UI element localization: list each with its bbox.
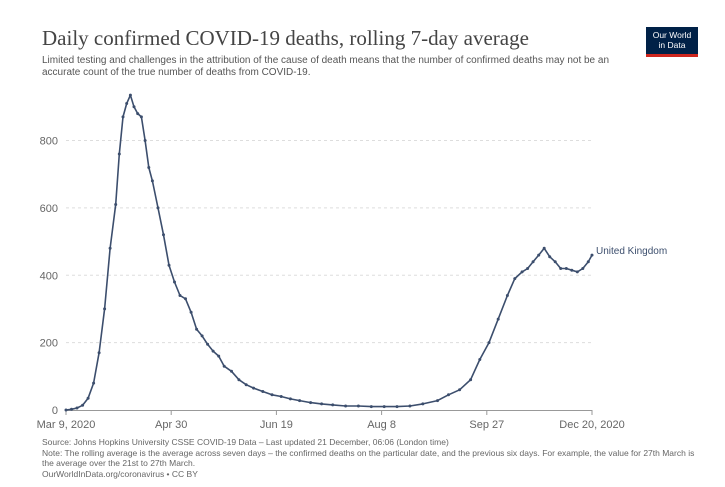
data-point — [217, 354, 221, 358]
data-point — [520, 270, 524, 274]
data-point — [458, 388, 462, 392]
data-point — [331, 403, 335, 407]
data-point — [167, 263, 171, 267]
data-point — [356, 404, 360, 408]
data-point — [150, 179, 154, 183]
note-text: Note: The rolling average is the average… — [42, 447, 695, 469]
data-point — [513, 277, 517, 281]
data-point — [252, 386, 256, 390]
data-point — [64, 408, 68, 412]
data-point — [537, 253, 541, 257]
data-point — [173, 280, 176, 284]
data-point — [139, 115, 143, 119]
x-tick-label: Mar 9, 2020 — [37, 419, 96, 431]
logo-line-2: in Data — [658, 40, 686, 50]
y-tick-label: 0 — [52, 405, 58, 417]
series-label: United Kingdom — [596, 246, 667, 257]
data-point — [237, 378, 241, 382]
data-point — [70, 407, 73, 411]
data-point — [586, 260, 590, 264]
chart-footer: Source: Johns Hopkins University CSSE CO… — [42, 437, 702, 479]
data-point — [206, 342, 210, 346]
data-point — [478, 358, 482, 361]
chart-subtitle: Limited testing and challenges in the at… — [42, 55, 610, 78]
data-point — [156, 206, 160, 210]
data-point — [421, 402, 425, 406]
data-point — [132, 105, 136, 109]
x-tick-label: Aug 8 — [367, 419, 396, 431]
data-point — [575, 270, 579, 274]
data-point — [92, 381, 96, 385]
data-point — [496, 317, 500, 321]
series-line — [65, 94, 593, 411]
data-point — [230, 369, 233, 373]
y-tick-label: 800 — [40, 136, 58, 148]
x-tick-label: Apr 30 — [155, 419, 187, 431]
x-tick-label: Sep 27 — [469, 419, 504, 431]
data-point — [469, 378, 473, 382]
data-point — [211, 349, 215, 353]
data-point — [189, 310, 193, 314]
data-point — [505, 294, 509, 297]
data-point — [270, 393, 274, 397]
data-point — [162, 233, 165, 237]
x-tick-label: Jun 19 — [260, 419, 293, 431]
data-point — [309, 401, 313, 405]
data-point — [564, 267, 568, 270]
data-point — [279, 395, 283, 398]
data-point — [288, 397, 292, 401]
data-point — [128, 93, 132, 97]
data-point — [103, 307, 107, 311]
data-point — [526, 267, 530, 270]
data-point — [382, 405, 386, 409]
data-point — [97, 351, 101, 355]
data-point — [75, 406, 79, 410]
data-point — [553, 260, 557, 264]
data-point — [108, 246, 112, 250]
data-point — [195, 327, 199, 331]
data-point — [320, 402, 324, 406]
data-point — [184, 297, 187, 301]
data-point — [369, 405, 373, 409]
y-tick-label: 400 — [40, 270, 58, 282]
data-point — [408, 404, 412, 408]
data-point — [222, 364, 226, 368]
attribution-link[interactable]: OurWorldInData.org/coronavirus • CC BY — [42, 468, 198, 479]
data-point — [244, 383, 248, 387]
data-point — [143, 139, 147, 142]
data-point — [581, 267, 585, 270]
data-point — [344, 404, 348, 408]
data-point — [125, 102, 129, 105]
data-point — [542, 246, 546, 250]
x-tick-label: Dec 20, 2020 — [559, 419, 624, 431]
data-point — [590, 253, 594, 257]
data-point — [136, 112, 140, 116]
data-point — [487, 341, 491, 345]
data-point — [570, 268, 574, 272]
data-point — [178, 294, 182, 297]
logo-line-1: Our World — [652, 30, 692, 40]
data-point — [261, 390, 265, 393]
data-point — [81, 403, 85, 407]
data-point — [548, 255, 552, 259]
chart-title: Daily confirmed COVID-19 deaths, rolling… — [42, 26, 529, 50]
data-point — [114, 203, 118, 206]
source-text: Source: Johns Hopkins University CSSE CO… — [42, 437, 449, 447]
our-world-in-data-logo[interactable]: Our World in Data — [646, 27, 698, 57]
data-point — [531, 260, 535, 264]
data-point — [121, 115, 125, 119]
data-point — [395, 405, 399, 409]
y-tick-label: 600 — [40, 203, 58, 215]
data-point — [86, 396, 90, 400]
data-point — [147, 166, 151, 169]
data-point — [298, 399, 302, 403]
data-point — [117, 152, 121, 156]
data-point — [200, 334, 204, 338]
data-point — [559, 267, 563, 270]
y-tick-label: 200 — [40, 338, 58, 350]
data-point — [447, 393, 450, 397]
data-point — [436, 399, 439, 403]
